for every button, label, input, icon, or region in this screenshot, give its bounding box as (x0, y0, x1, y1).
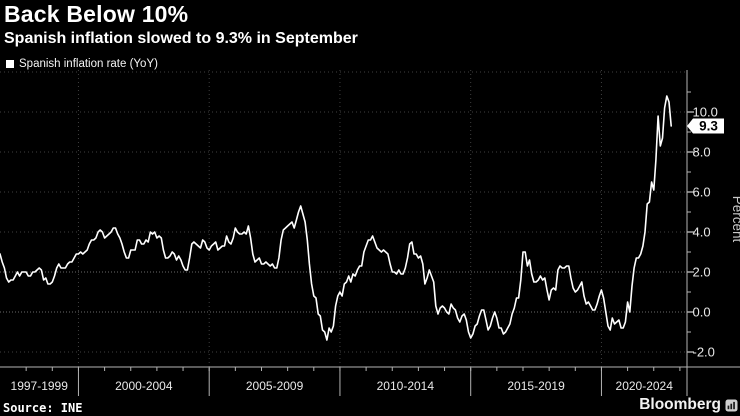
x-axis-section-label: 2020-2024 (616, 379, 674, 393)
y-axis-tick-label: -2.0 (693, 345, 715, 360)
y-axis-tick-label: 10.0 (693, 105, 718, 120)
inflation-rate-line (0, 95, 673, 341)
y-axis-tick-label: 0.0 (693, 305, 711, 320)
bloomberg-branding: Bloomberg (639, 396, 738, 414)
y-axis-tick-label: 8.0 (693, 145, 711, 160)
y-axis-tick-label: 4.0 (693, 225, 711, 240)
chart-legend: Spanish inflation rate (YoY) (6, 58, 158, 70)
legend-label: Spanish inflation rate (YoY) (19, 58, 158, 70)
chart-subtitle: Spanish inflation slowed to 9.3% in Sept… (4, 30, 358, 47)
y-axis-title: Percent (730, 196, 740, 243)
bar-chart-terminal-icon (725, 399, 738, 411)
bloomberg-wordmark: Bloomberg (639, 396, 721, 413)
x-axis-section-label: 2005-2009 (246, 379, 304, 393)
x-axis-section-label: 2000-2004 (115, 379, 173, 393)
source-note: Source: INE (3, 401, 83, 415)
latest-value-label: 9.3 (699, 119, 718, 134)
y-axis-tick-label: 2.0 (693, 265, 711, 280)
y-axis-tick-label: 6.0 (693, 185, 711, 200)
x-axis-section-label: 2015-2019 (507, 379, 565, 393)
x-axis-section-label: 1997-1999 (11, 379, 69, 393)
legend-swatch-icon (6, 60, 14, 68)
latest-value-badge (687, 118, 724, 134)
page-title: Back Below 10% (4, 1, 189, 27)
x-axis-section-label: 2010-2014 (377, 379, 435, 393)
